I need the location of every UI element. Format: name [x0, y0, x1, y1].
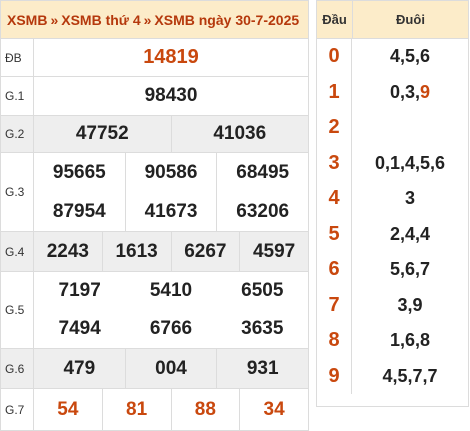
- prize-number: 479: [63, 357, 96, 379]
- results-table: XSMB » XSMB thứ 4 » XSMB ngày 30-7-2025 …: [0, 0, 309, 431]
- prize-number: 1613: [101, 232, 171, 271]
- prize-number: 54: [57, 398, 79, 420]
- prize-label: G.3: [1, 153, 34, 231]
- loto-tails: 3,9: [397, 294, 423, 315]
- prize-row-g6: G.6 479 004 931: [1, 349, 308, 389]
- loto-tails: 1,6,8: [389, 330, 431, 351]
- prize-row-g1: G.1 98430: [1, 77, 308, 116]
- loto-head-digit: 0: [317, 39, 352, 75]
- loto-tails-plain: 0,3,: [389, 81, 420, 102]
- loto-head-digit: 3: [317, 145, 352, 181]
- prize-row-g3: G.3 95665 90586 68495 87954 41673 63206: [1, 153, 308, 232]
- prize-number: 81: [101, 389, 171, 430]
- prize-number: 6766: [149, 318, 193, 339]
- loto-row: 7 3,9: [317, 287, 468, 323]
- loto-head-digit: 7: [317, 287, 352, 323]
- prize-row-db: ĐB 14819: [1, 39, 308, 77]
- prize-number: 41036: [170, 116, 309, 152]
- loto-row: 0 4,5,6: [317, 39, 468, 75]
- prize-label: G.2: [1, 116, 34, 152]
- loto-head-digit: 5: [317, 216, 352, 252]
- loto-row: 9 4,5,7,7: [317, 358, 468, 394]
- loto-head-digit: 2: [317, 110, 352, 146]
- loto-tails: [352, 110, 468, 146]
- loto-row: 8 1,6,8: [317, 323, 468, 359]
- prize-number: 7494: [58, 318, 101, 339]
- breadcrumb-separator: »: [143, 11, 152, 28]
- prize-row-g5: G.5 7197 5410 6505 7494 6766 3635: [1, 272, 308, 349]
- loto-head-digit: 9: [317, 358, 352, 394]
- prize-number: 47752: [75, 123, 129, 144]
- prize-number: 90586: [124, 153, 217, 192]
- prize-number: 6267: [170, 232, 240, 271]
- loto-row: 5 2,4,4: [317, 216, 468, 252]
- prize-number: 2243: [46, 240, 90, 262]
- prize-number: 6505: [241, 280, 284, 301]
- loto-row: 2: [317, 110, 468, 146]
- loto-tails: 4,5,7,7: [382, 365, 438, 386]
- prize-number: 3635: [241, 318, 284, 339]
- prize-number: 004: [124, 349, 217, 388]
- loto-tails: 2,4,4: [389, 223, 431, 244]
- prize-row-g4: G.4 2243 1613 6267 4597: [1, 232, 308, 272]
- prize-label: G.5: [1, 272, 34, 348]
- prize-row-g2: G.2 47752 41036: [1, 116, 308, 153]
- loto-row: 6 5,6,7: [317, 252, 468, 288]
- loto-tails: 0,3, 9: [352, 75, 468, 111]
- prize-number: 68495: [216, 153, 308, 192]
- loto-tails: 4,5,6: [389, 46, 431, 67]
- prize-number: 88: [170, 389, 240, 430]
- prize-number: 41673: [124, 192, 217, 231]
- loto-tails: 3: [404, 188, 415, 209]
- prize-number: 931: [216, 349, 308, 388]
- loto-head-digit: 4: [317, 181, 352, 217]
- prize-number: 7197: [58, 280, 101, 301]
- prize-label: G.1: [1, 77, 34, 115]
- loto-head-digit: 6: [317, 252, 352, 288]
- prize-number: 4597: [239, 232, 308, 271]
- tail-column-title: Đuôi: [396, 12, 425, 27]
- loto-header: Đầu Đuôi: [317, 1, 468, 39]
- prize-number: 87954: [52, 200, 106, 222]
- loto-row: 1 0,3, 9: [317, 74, 468, 111]
- special-prize-number: 14819: [143, 46, 199, 68]
- prize-label: G.7: [1, 389, 34, 430]
- breadcrumb-date-link[interactable]: XSMB ngày 30-7-2025: [154, 11, 300, 28]
- prize-number: 34: [239, 389, 308, 430]
- breadcrumb-xsmb-link[interactable]: XSMB: [7, 11, 48, 28]
- prize-label: G.4: [1, 232, 34, 271]
- breadcrumb: XSMB » XSMB thứ 4 » XSMB ngày 30-7-2025: [1, 1, 308, 39]
- loto-row: 4 3: [317, 181, 468, 217]
- prize-number: 95665: [52, 161, 106, 183]
- prize-row-g7: G.7 54 81 88 34: [1, 389, 308, 430]
- prize-number: 98430: [144, 85, 198, 106]
- prize-label: G.6: [1, 349, 34, 388]
- prize-label: ĐB: [1, 39, 34, 76]
- prize-number: 5410: [149, 280, 193, 301]
- breadcrumb-separator: »: [50, 11, 59, 28]
- head-column-title: Đầu: [317, 1, 353, 38]
- loto-head-digit: 8: [317, 323, 352, 359]
- loto-tails: 5,6,7: [389, 259, 431, 280]
- loto-tail-highlight: 9: [420, 81, 431, 102]
- loto-row: 3 0,1,4,5,6: [317, 145, 468, 181]
- loto-table: Đầu Đuôi 0 4,5,6 1 0,3, 9 2 3 0,1,4,5,6 4…: [316, 0, 469, 407]
- loto-tails: 0,1,4,5,6: [374, 152, 446, 173]
- loto-head-digit: 1: [317, 74, 352, 110]
- breadcrumb-weekday-link[interactable]: XSMB thứ 4: [61, 11, 141, 28]
- prize-number: 63206: [216, 192, 308, 231]
